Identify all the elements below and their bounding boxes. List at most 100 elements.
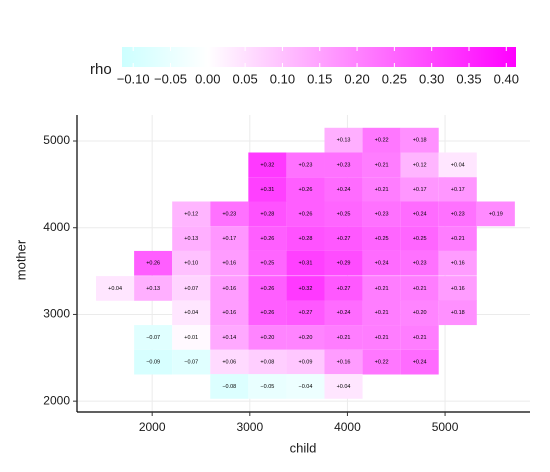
heat-cell — [362, 250, 401, 276]
heat-cell — [400, 349, 439, 375]
cell-label: +0.16 — [222, 286, 236, 292]
cell-label: +0.21 — [413, 335, 427, 341]
cell-label: +0.18 — [413, 138, 427, 144]
heat-cell — [210, 201, 249, 227]
heat-cell — [210, 250, 249, 276]
heat-cell — [362, 276, 401, 301]
heat-cell — [134, 276, 173, 301]
cell-label: +0.20 — [260, 335, 274, 341]
cell-label: +0.16 — [451, 286, 465, 292]
cell-label: +0.10 — [184, 261, 198, 267]
heat-cell — [362, 177, 401, 202]
heat-cell — [362, 226, 401, 251]
heat-cell — [438, 300, 477, 326]
heat-cell — [172, 276, 211, 301]
cell-label: +0.21 — [375, 162, 389, 168]
cell-label: +0.12 — [184, 211, 198, 217]
heat-cell — [400, 201, 439, 227]
cell-label: −0.09 — [146, 360, 160, 366]
heat-cell — [400, 177, 439, 202]
cell-label: +0.17 — [451, 187, 465, 193]
heat-cell — [210, 374, 249, 399]
heat-cell — [400, 276, 439, 301]
cell-label: +0.28 — [298, 236, 312, 242]
cell-label: +0.18 — [451, 310, 465, 316]
cell-label: +0.21 — [375, 286, 389, 292]
heat-cell — [362, 152, 401, 178]
colorbar — [122, 47, 516, 67]
heat-cell — [286, 325, 325, 350]
colorbar-tick-label: 0.00 — [195, 71, 220, 86]
heat-cell — [286, 152, 325, 178]
heat-cell — [324, 374, 363, 399]
heat-cell — [210, 226, 249, 251]
y-tick-label: 3000 — [43, 307, 70, 321]
cell-label: +0.08 — [260, 360, 274, 366]
cell-label: +0.20 — [413, 310, 427, 316]
cell-label: +0.16 — [337, 360, 351, 366]
cell-label: +0.13 — [146, 286, 160, 292]
heat-cell — [324, 325, 363, 350]
heat-cell — [248, 177, 287, 202]
y-tick-label: 4000 — [43, 220, 70, 234]
cell-label: +0.12 — [413, 162, 427, 168]
heat-cell — [286, 250, 325, 276]
heat-cell — [476, 201, 515, 227]
heat-cell — [286, 177, 325, 202]
heat-cell — [248, 250, 287, 276]
heat-cell — [324, 201, 363, 227]
heat-cell — [134, 325, 173, 350]
cell-label: +0.28 — [260, 211, 274, 217]
heat-cell — [324, 177, 363, 202]
cell-label: −0.07 — [146, 335, 160, 341]
heat-cell — [400, 300, 439, 326]
heat-cell — [286, 374, 325, 399]
cell-label: +0.24 — [413, 211, 427, 217]
x-tick-label: 3000 — [236, 420, 263, 434]
cell-label: +0.07 — [184, 286, 198, 292]
heat-cell — [248, 374, 287, 399]
cell-label: +0.25 — [413, 236, 427, 242]
cell-label: +0.32 — [298, 286, 312, 292]
cell-label: +0.09 — [298, 360, 312, 366]
cell-label: −0.05 — [260, 384, 274, 390]
heat-cell — [172, 201, 211, 227]
cell-label: +0.32 — [260, 162, 274, 168]
heat-cell — [400, 325, 439, 350]
heat-cell — [400, 250, 439, 276]
cell-label: +0.04 — [337, 384, 351, 390]
cell-label: +0.17 — [222, 236, 236, 242]
colorbar-tick-label: 0.40 — [494, 71, 519, 86]
heat-cell — [438, 201, 477, 227]
cell-label: +0.26 — [298, 187, 312, 193]
heat-cell — [172, 226, 211, 251]
cell-label: +0.31 — [260, 187, 274, 193]
cell-label: +0.23 — [298, 162, 312, 168]
heat-cell — [324, 300, 363, 326]
cell-label: +0.04 — [108, 286, 122, 292]
heat-cell — [286, 201, 325, 227]
cell-label: +0.16 — [222, 261, 236, 267]
cell-label: +0.23 — [413, 261, 427, 267]
cell-label: +0.23 — [222, 211, 236, 217]
heat-cell — [438, 276, 477, 301]
cell-label: +0.24 — [375, 261, 389, 267]
heat-cell — [324, 349, 363, 375]
cell-label: +0.21 — [375, 335, 389, 341]
heat-cell — [248, 201, 287, 227]
x-tick-label: 5000 — [432, 420, 459, 434]
cell-label: +0.20 — [298, 335, 312, 341]
cell-label: +0.26 — [260, 236, 274, 242]
heat-cell — [248, 300, 287, 326]
y-axis-label: mother — [13, 239, 28, 280]
heat-cell — [286, 300, 325, 326]
colorbar-tick-label: −0.10 — [117, 71, 150, 86]
heat-cell — [324, 127, 363, 153]
cell-label: +0.13 — [184, 236, 198, 242]
cell-label: +0.21 — [375, 310, 389, 316]
heat-cell — [96, 276, 135, 301]
cell-label: +0.26 — [260, 286, 274, 292]
heat-cell — [324, 250, 363, 276]
colorbar-tick-label: 0.20 — [344, 71, 369, 86]
cell-label: −0.04 — [298, 384, 312, 390]
